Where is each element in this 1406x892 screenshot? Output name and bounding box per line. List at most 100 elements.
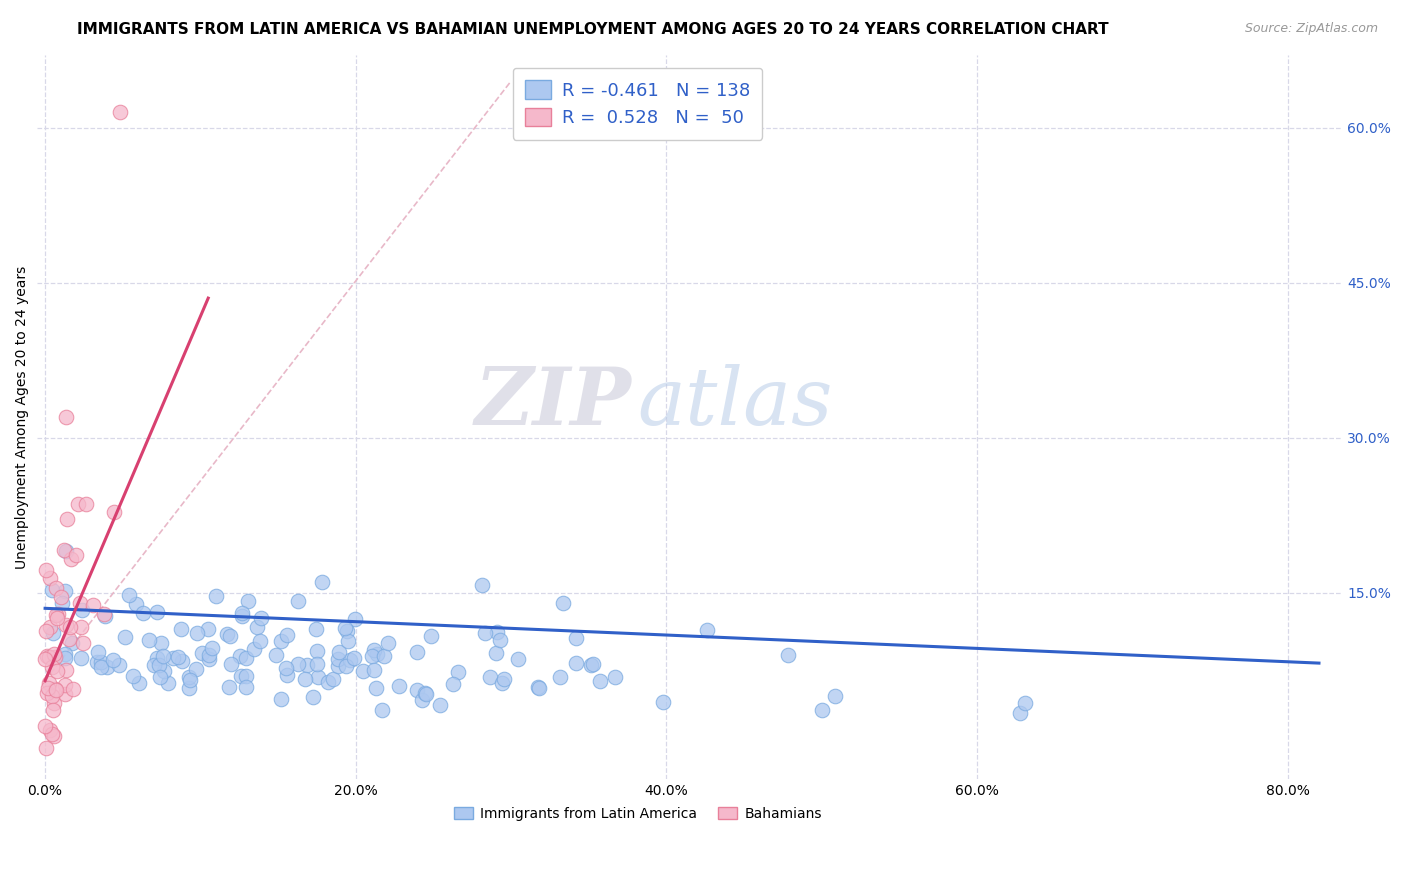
Point [55,409,77,424]
Point [471,578,494,592]
Point [322,673,344,687]
Point [108,657,131,672]
Point [366,681,388,695]
Point [184,662,207,676]
Point [70,620,93,634]
Point [235,651,257,665]
Point [605,669,627,683]
Point [352,664,374,678]
Point [156,676,179,690]
Point [191,646,214,660]
Point [38,649,60,664]
Point [405,683,427,698]
Point [411,693,433,707]
Point [152,665,174,679]
Point [527,680,550,694]
Point [264,648,287,663]
Point [35,624,58,638]
Point [41,689,63,703]
Point [778,648,800,663]
Point [37,686,59,700]
Point [45,610,67,624]
Point [146,605,169,619]
Point [371,703,394,717]
Point [39,571,62,585]
Point [420,629,443,643]
Point [39,620,62,634]
Point [489,633,512,648]
Point [218,681,240,695]
Point [62,682,84,697]
Point [150,636,173,650]
Point [142,658,165,673]
Point [41,727,63,741]
Point [53,584,76,599]
Point [162,650,184,665]
Point [70,650,93,665]
Point [122,669,145,683]
Point [486,625,509,640]
Point [41,582,63,597]
Point [41,626,63,640]
Point [101,653,124,667]
Point [59,620,82,634]
Point [478,670,501,684]
Point [294,672,316,686]
Point [125,597,148,611]
Point [49,590,72,604]
Point [35,563,58,577]
Point [42,647,65,661]
Point [179,673,201,687]
Point [229,649,252,664]
Point [59,552,82,566]
Legend: Immigrants from Latin America, Bahamians: Immigrants from Latin America, Bahamians [449,801,827,826]
Point [217,627,239,641]
Point [307,670,329,684]
Point [53,651,76,665]
Point [243,641,266,656]
Point [34,652,56,666]
Point [335,659,357,673]
Y-axis label: Unemployment Among Ages 20 to 24 years: Unemployment Among Ages 20 to 24 years [15,266,30,569]
Point [582,657,605,671]
Point [65,548,87,562]
Point [67,497,90,511]
Point [231,668,253,682]
Point [149,670,172,684]
Point [388,679,411,693]
Point [413,686,436,700]
Point [336,624,359,638]
Point [42,703,65,717]
Point [93,607,115,621]
Point [249,633,271,648]
Point [343,650,366,665]
Text: atlas: atlas [637,364,832,442]
Point [56,512,79,526]
Point [250,611,273,625]
Point [295,658,318,673]
Point [132,607,155,621]
Point [42,729,65,743]
Point [204,590,226,604]
Point [564,656,586,670]
Point [46,664,69,678]
Point [494,672,516,686]
Point [441,677,464,691]
Point [304,622,326,636]
Point [42,696,65,710]
Point [152,649,174,664]
Point [235,680,257,694]
Point [311,575,333,590]
Point [333,621,356,635]
Point [177,681,200,695]
Point [652,695,675,709]
Point [363,643,385,657]
Point [287,594,309,608]
Point [811,703,834,717]
Point [44,649,66,664]
Point [198,648,221,663]
Text: IMMIGRANTS FROM LATIN AMERICA VS BAHAMIAN UNEMPLOYMENT AMONG AGES 20 TO 24 YEARS: IMMIGRANTS FROM LATIN AMERICA VS BAHAMIA… [77,22,1109,37]
Point [55,663,77,677]
Point [167,650,190,665]
Point [318,674,340,689]
